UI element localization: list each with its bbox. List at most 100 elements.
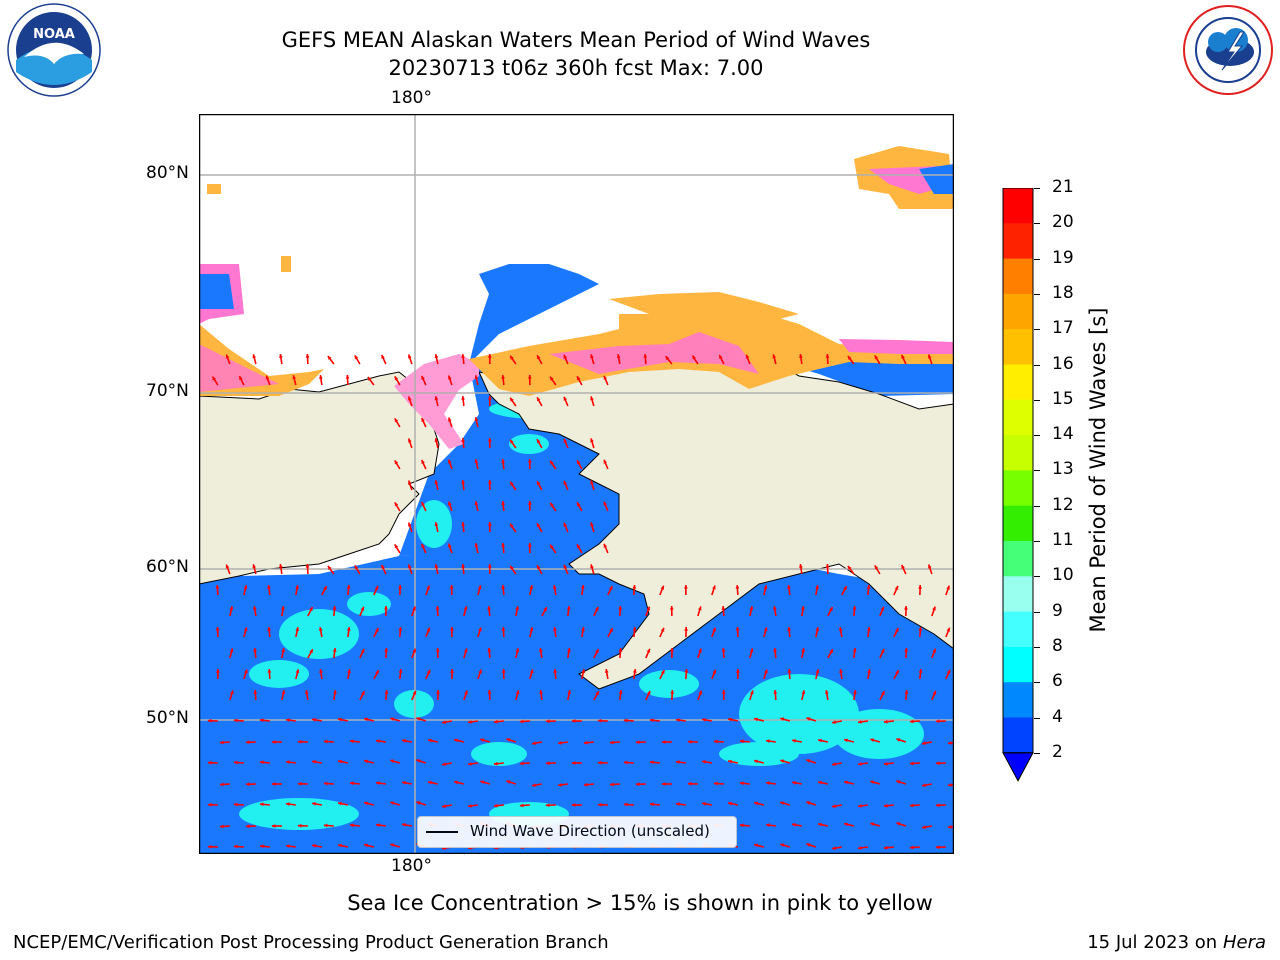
- wind-arrow-head: [581, 669, 586, 674]
- wind-arrow-head: [909, 761, 914, 766]
- wind-arrow-head: [478, 669, 482, 674]
- wind-arrow-head: [577, 376, 581, 381]
- colorbar-frame: [1002, 187, 1034, 754]
- wind-arrow-head: [798, 564, 803, 568]
- wind-arrow-head: [487, 438, 492, 442]
- wind-arrow-head: [375, 781, 380, 785]
- colorbar-tick-mark: [1034, 541, 1040, 542]
- wind-arrow-head: [563, 438, 568, 443]
- wind-arrow-head: [932, 606, 936, 611]
- map-panel: Wind Wave Direction (unscaled): [198, 113, 955, 855]
- wind-arrow-head: [684, 627, 689, 631]
- wind-arrow-head: [233, 718, 238, 723]
- wind-arrow-head: [394, 418, 399, 423]
- wind-arrow-head: [349, 823, 354, 828]
- wind-arrow-head: [506, 738, 511, 742]
- wind-arrow-head: [381, 354, 385, 359]
- wind-arrow-head: [590, 396, 594, 401]
- colorbar-segment: [1003, 505, 1033, 542]
- wind-arrow-head: [229, 606, 234, 611]
- wind-arrow-head: [461, 480, 466, 484]
- wind-arrow-head: [327, 355, 332, 360]
- wind-arrow-head: [265, 375, 270, 380]
- wind-arrow-head: [354, 355, 359, 360]
- colorbar-tick-mark: [1034, 717, 1040, 719]
- wind-arrow-head: [646, 690, 651, 695]
- wind-arrow-head: [243, 627, 248, 632]
- wind-arrow-head: [364, 801, 369, 806]
- colorbar-tick-label: 16: [1052, 353, 1074, 374]
- wind-arrow-head: [772, 606, 777, 610]
- colorbar-tick-mark: [1034, 435, 1040, 437]
- wind-arrow-head: [947, 741, 952, 745]
- wind-arrow-head: [692, 355, 696, 360]
- wind-arrow-head: [259, 802, 264, 807]
- wind-arrow-head: [649, 760, 654, 765]
- wind-arrow-head: [946, 669, 951, 674]
- wind-arrow-head: [345, 375, 350, 379]
- wind-arrow-head: [702, 717, 706, 722]
- wind-arrow-head: [434, 564, 439, 569]
- wind-arrow-head: [567, 690, 571, 695]
- wind-arrow-head: [577, 544, 581, 549]
- wind-arrow-head: [323, 586, 327, 591]
- wind-arrow-head: [510, 523, 514, 528]
- wind-arrow-head: [416, 717, 421, 721]
- wind-arrow-head: [233, 844, 238, 849]
- wind-arrow-head: [312, 717, 316, 722]
- wind-arrow-head: [434, 480, 439, 485]
- wind-arrow-head: [338, 759, 342, 764]
- wind-arrow-head: [792, 822, 796, 827]
- siberia-land: [199, 371, 440, 585]
- wind-arrow-head: [597, 802, 602, 807]
- wind-arrow-head: [450, 669, 455, 673]
- wind-arrow-head: [478, 627, 482, 632]
- wind-arrow-head: [867, 669, 871, 673]
- wind-arrow-head: [407, 564, 412, 569]
- wind-arrow-head: [946, 627, 951, 632]
- wind-arrow-head: [515, 690, 520, 695]
- wind-arrow-head: [609, 628, 613, 633]
- colorbar-segment: [1003, 399, 1033, 436]
- wind-arrow-head: [712, 669, 717, 674]
- wind-arrow-head: [527, 543, 532, 547]
- colorbar-segment: [1003, 329, 1033, 365]
- wind-arrow-head: [394, 376, 399, 381]
- wind-arrow-head: [428, 780, 432, 785]
- wind-arrow-head: [806, 801, 811, 805]
- colorbar-tick-label: 13: [1052, 459, 1074, 480]
- wind-arrow-head: [545, 803, 550, 808]
- wind-arrow-head: [398, 585, 403, 589]
- wind-arrow-head: [295, 627, 300, 632]
- wind-arrow-head: [229, 648, 234, 653]
- wind-arrow-head: [721, 606, 726, 610]
- wind-arrow-head: [312, 801, 316, 806]
- wind-arrow-head: [683, 585, 688, 589]
- wind-arrow-head: [229, 690, 234, 695]
- wind-arrow-head: [665, 356, 670, 361]
- wind-arrow-head: [580, 585, 585, 589]
- colorbar-tick-mark: [1034, 223, 1040, 225]
- wind-arrow-head: [280, 606, 285, 610]
- wind-arrow-head: [253, 648, 257, 652]
- wind-arrow-head: [721, 690, 726, 694]
- wind-arrow-head: [894, 628, 899, 633]
- wind-arrow-head: [749, 648, 754, 653]
- lon-label-top: 180°: [391, 88, 432, 108]
- colorbar-tick-label: 12: [1052, 494, 1074, 515]
- wind-arrow-head: [739, 781, 744, 786]
- wind-arrow-head: [935, 845, 940, 850]
- wind-arrow-head: [375, 823, 380, 827]
- wind-arrow-head: [474, 543, 479, 548]
- wind-arrow-head: [946, 585, 950, 590]
- wind-arrow-head: [927, 354, 932, 359]
- wind-arrow-head: [792, 738, 796, 743]
- wind-arrow-head: [857, 762, 862, 766]
- wind-arrow-head: [832, 846, 836, 851]
- wind-arrow-head: [801, 690, 806, 695]
- colorbar-segment: [1003, 188, 1033, 224]
- wind-arrow-head: [375, 670, 379, 675]
- wind-arrow-head: [571, 803, 576, 807]
- wind-arrow-head: [510, 397, 514, 402]
- wind-arrow-head: [367, 376, 372, 381]
